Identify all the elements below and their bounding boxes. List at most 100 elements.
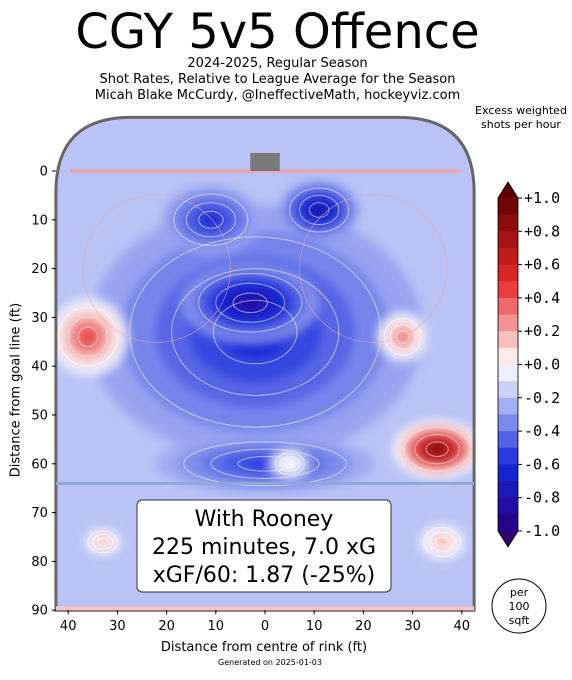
x-axis-label: Distance from centre of rink (ft): [160, 640, 368, 655]
y-tick-label: 60: [31, 457, 48, 472]
info-line-xgf: xGF/60: 1.87 (-25%): [153, 563, 376, 588]
colorbar-band: [498, 397, 518, 415]
colorbar: +1.0 +0.8 +0.6 +0.4 +0.2 +0.0 -0.2 -0.4 -0.6 -0.8…: [497, 181, 560, 548]
contour-line: [289, 187, 350, 233]
y-tick-label: 80: [31, 555, 48, 570]
contour-line: [129, 236, 382, 428]
colorbar-band: [498, 231, 518, 249]
x-tick-label: 20: [355, 619, 372, 634]
y-tick-label: 10: [31, 213, 48, 228]
rink-lines: [54, 115, 476, 612]
contour-line: [215, 282, 286, 323]
heatmap-layer: [55, 117, 475, 611]
colorbar-band: [498, 464, 518, 482]
contour-line: [274, 452, 305, 476]
rink-boards: [54, 115, 476, 612]
colorbar-band: [498, 347, 518, 365]
contour-line: [77, 326, 99, 348]
contour-line: [284, 459, 296, 468]
y-tick-label: 30: [31, 311, 48, 326]
unit-badge-per: per: [510, 586, 529, 599]
contour-line: [389, 324, 416, 350]
y-tick-label: 40: [31, 360, 48, 375]
colorbar-band: [498, 431, 518, 449]
unit-badge-circle: [491, 578, 547, 634]
heat-region-3: [201, 212, 221, 227]
season-subtitle: 2024-2025, Regular Season: [187, 56, 368, 71]
heat-region-5: [80, 329, 96, 345]
colorbar-tick-label: -1.0: [524, 522, 560, 540]
colorbar-tick-label: +0.2: [524, 322, 560, 340]
y-tick-label: 0: [40, 165, 48, 180]
contour-line: [403, 426, 471, 472]
y-tick-label: 20: [31, 262, 48, 277]
goal-net: [250, 152, 280, 171]
colorbar-tick-label: +0.8: [524, 222, 560, 240]
contour-line: [185, 202, 236, 238]
colorbar-band: [498, 481, 518, 499]
y-tick-label: 90: [31, 604, 48, 619]
unit-badge-sqft: sqft: [509, 614, 530, 627]
contour-line: [67, 316, 109, 357]
x-tick-label: 30: [404, 619, 421, 634]
description-subtitle: Shot Rates, Relative to League Average f…: [99, 72, 456, 87]
unit-badge: per 100 sqft: [491, 578, 547, 634]
colorbar-tick-label: -0.4: [524, 422, 560, 440]
contour-line: [183, 441, 347, 487]
colorbar-title: Excess weighted shots per hour: [475, 104, 567, 131]
heat-region-6: [397, 332, 408, 342]
colorbar-tick-label: +1.0: [524, 189, 560, 207]
contour-line: [396, 330, 410, 344]
colorbar-tick-label: +0.0: [524, 356, 560, 374]
contour-line: [279, 455, 300, 472]
x-tick-label: 0: [261, 619, 269, 634]
contour-line: [198, 272, 303, 333]
contour-line: [425, 441, 449, 457]
contour-line: [87, 530, 118, 554]
heat-region-1: [236, 294, 265, 311]
contour-line: [198, 210, 224, 229]
x-tick-label: 20: [158, 619, 175, 634]
colorbar-band: [498, 447, 518, 465]
colorbar-band: [498, 497, 518, 515]
colorbar-band: [498, 198, 518, 216]
contour-line: [383, 318, 422, 356]
colorbar-tick-label: -0.6: [524, 455, 560, 473]
contour-line: [435, 536, 449, 548]
colorbar-band: [498, 331, 518, 349]
contour-line: [171, 268, 340, 396]
unit-badge-100: 100: [509, 600, 530, 613]
colorbar-band: [498, 514, 518, 532]
colorbar-tick-label: -0.2: [524, 389, 560, 407]
contour-line: [210, 448, 320, 479]
faceoff-circle: [298, 194, 448, 343]
credit-subtitle: Micah Blake McCurdy, @IneffectiveMath, h…: [94, 88, 461, 103]
heat-region-7: [428, 443, 447, 456]
contour-line: [92, 534, 113, 550]
colorbar-band: [498, 264, 518, 282]
x-axis-ticks: 40 30 20 10 0 10 20 30 40: [60, 610, 470, 634]
x-tick-label: 30: [109, 619, 126, 634]
info-line-minutes: 225 minutes, 7.0 xG: [152, 535, 376, 560]
colorbar-band: [498, 364, 518, 382]
colorbar-min-arrow: [498, 531, 518, 547]
contour-line: [212, 299, 298, 365]
contour-line: [173, 193, 249, 246]
heat-region-8: [437, 537, 448, 546]
heat-region-2: [311, 204, 327, 216]
colorbar-band: [498, 247, 518, 266]
contour-line: [414, 434, 460, 465]
y-axis-ticks: 0 10 20 30 40 50 60 70 80 90: [31, 165, 56, 619]
colorbar-band: [498, 214, 518, 232]
info-box: With Rooney 225 minutes, 7.0 xG xGF/60: …: [136, 499, 392, 593]
colorbar-tick-label: +0.6: [524, 256, 560, 274]
contour-line: [423, 526, 462, 558]
faceoff-circle: [82, 194, 232, 343]
chart-title: CGY 5v5 Offence: [75, 4, 480, 60]
x-tick-label: 40: [60, 619, 77, 634]
generated-date: Generated on 2025-01-03: [218, 658, 322, 667]
x-tick-label: 10: [306, 619, 323, 634]
colorbar-tick-label: -0.8: [524, 489, 560, 507]
x-tick-label: 40: [454, 619, 471, 634]
